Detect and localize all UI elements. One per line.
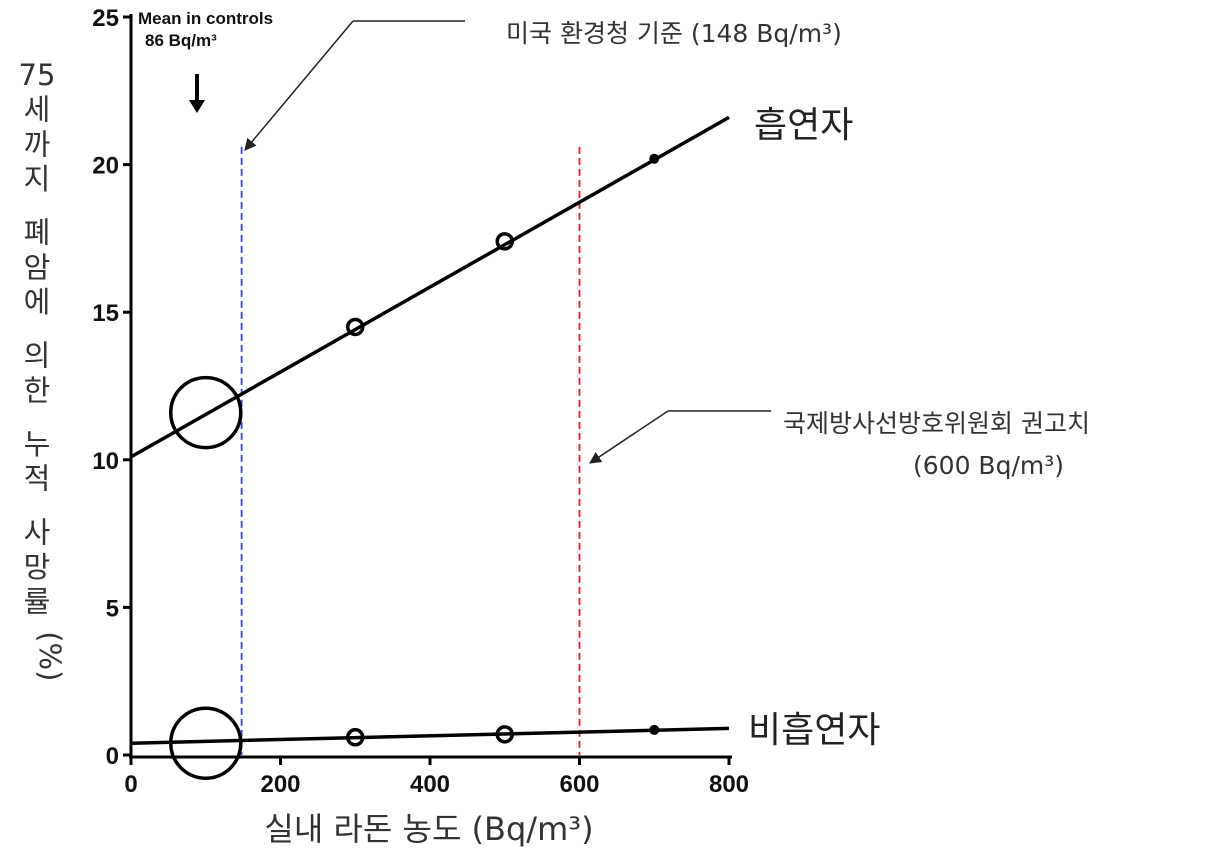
y-axis-title-glyph: 사 xyxy=(24,515,51,549)
y-axis-title-glyph: 암 xyxy=(24,250,51,284)
annotation-icrp-label-line1: 국제방사선방호위원회 권고치 xyxy=(783,409,1090,438)
y-axis-title-glyph: 까 xyxy=(24,127,51,161)
y-axis-title-glyph: 세 xyxy=(24,93,51,127)
y-tick-label: 25 xyxy=(92,5,119,32)
y-axis-title-glyph: 의 xyxy=(24,339,51,373)
y-axis-ticks: 0 5 10 15 20 25 xyxy=(92,5,131,770)
annotation-epa-label: 미국 환경청 기준 (148 Bq/m³) xyxy=(506,19,842,48)
y-tick-label: 20 xyxy=(92,153,119,180)
x-tick-label: 800 xyxy=(709,771,749,798)
y-tick-label: 15 xyxy=(92,300,119,327)
data-point-circle xyxy=(346,317,365,337)
y-tick-label: 0 xyxy=(106,743,119,770)
reference-lines xyxy=(240,146,581,755)
y-axis-title-glyph: 누 xyxy=(24,427,51,461)
data-point-circle xyxy=(346,728,365,747)
annotation-controls-arrowhead xyxy=(189,100,205,113)
annotation-icrp-arrow-diag xyxy=(589,410,669,464)
data-point-dot xyxy=(649,153,660,164)
annotation-icrp-label-line2: (600 Bq/m³) xyxy=(913,451,1064,480)
series-layer xyxy=(130,115,730,780)
y-axis-title-glyph: 한 xyxy=(24,373,51,407)
x-tick-label: 0 xyxy=(124,771,137,798)
x-tick-label: 400 xyxy=(410,771,450,798)
data-point-circle xyxy=(495,232,514,251)
x-tick-label: 600 xyxy=(559,771,599,798)
annotation-controls-line2: 86 Bq/m³ xyxy=(145,31,217,50)
x-axis-ticks: 0 200 400 600 800 xyxy=(124,757,749,798)
y-axis-title-glyph: 에 xyxy=(24,285,51,319)
y-axis-title-glyph: 적 xyxy=(24,462,51,496)
y-axis-title-glyph: 지 xyxy=(24,162,51,196)
series-label-smokers: 흡연자 xyxy=(754,105,853,146)
data-point-dot xyxy=(649,724,660,735)
x-tick-label: 200 xyxy=(260,771,300,798)
data-point-circle xyxy=(495,725,514,744)
annotation-controls-line1: Mean in controls xyxy=(138,9,273,28)
data-point-large-circle xyxy=(169,375,243,450)
data-point-large-circle xyxy=(169,706,243,780)
y-axis-title-glyph: 망 xyxy=(24,550,51,584)
x-axis-title: 실내 라돈 농도 (Bq/m³) xyxy=(264,810,593,848)
y-axis-title-glyph: (%) xyxy=(33,631,67,681)
y-axis-title-glyph: 75 xyxy=(19,58,56,92)
y-axis-title-glyph: 폐 xyxy=(24,216,51,250)
series-line xyxy=(130,726,730,745)
series-label-nonsmokers: 비흡연자 xyxy=(748,710,880,751)
y-tick-label: 5 xyxy=(106,595,119,622)
y-tick-label: 10 xyxy=(92,448,119,475)
annotation-epa-arrow-diag xyxy=(244,20,354,151)
series-line xyxy=(130,115,730,459)
y-axis-title-glyph: 률 xyxy=(24,585,51,619)
